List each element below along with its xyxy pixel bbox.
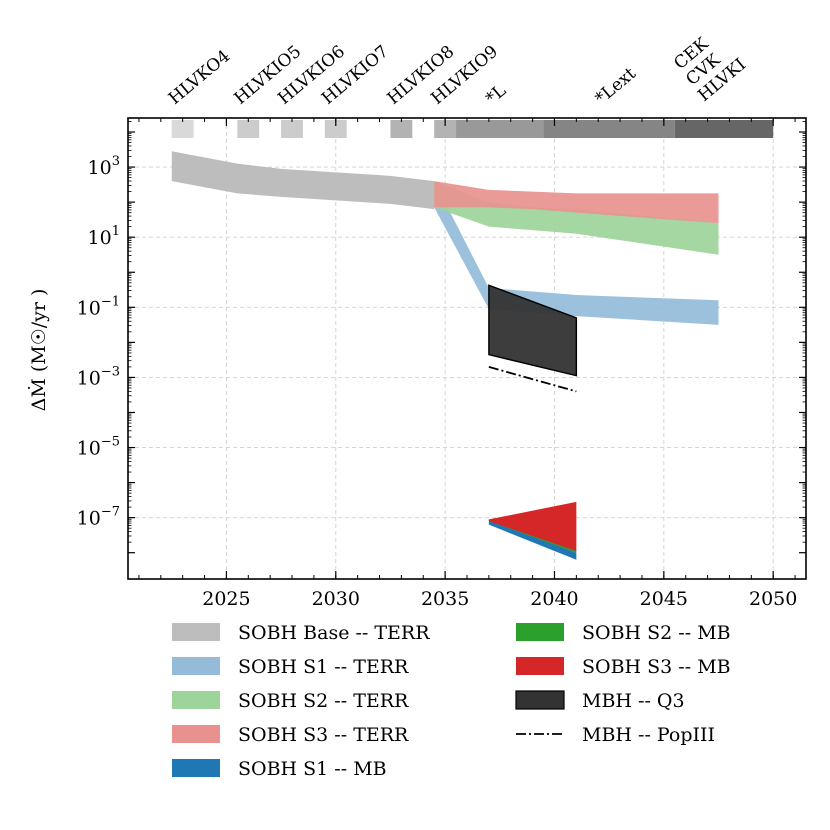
legend-swatch-sobh-s2-mb — [516, 623, 564, 641]
y-axis-label: ΔṀ (M☉/yr ) — [27, 289, 50, 412]
band-sobh-s3-mb — [488, 501, 577, 551]
band-sobh-base-terr — [171, 151, 435, 210]
legend-label-sobh-s1-terr: SOBH S1 -- TERR — [238, 656, 409, 678]
legend-label-sobh-s3-terr: SOBH S3 -- TERR — [238, 724, 409, 746]
band-sobh-s1-terr — [434, 181, 719, 325]
legend-swatch-sobh-s2-terr — [172, 691, 220, 709]
legend-label-mbh-q3: MBH -- Q3 — [582, 690, 685, 712]
legend-label-sobh-s1-mb: SOBH S1 -- MB — [238, 758, 387, 780]
legend-label-sobh-s2-mb: SOBH S2 -- MB — [582, 622, 731, 644]
legend-label-sobh-base-terr: SOBH Base -- TERR — [238, 622, 430, 644]
band-mbh-q3 — [488, 284, 578, 377]
detector-label: HLVKO4 — [165, 46, 234, 108]
timeline-bar — [674, 120, 774, 138]
legend-swatch-sobh-s1-mb — [172, 759, 220, 777]
detector-labels: HLVKO4HLVKIO5HLVKIO6HLVKIO7HLVKIO8HLVKIO… — [165, 34, 750, 109]
legend: SOBH Base -- TERR SOBH S1 -- TERR SOBH S2 … — [172, 622, 731, 780]
timeline-bar — [543, 120, 675, 138]
timeline-bar — [390, 120, 413, 138]
timeline-bar — [434, 120, 457, 138]
x-tick-label: 2050 — [749, 588, 797, 610]
y-tick-label: 10−5 — [77, 435, 120, 460]
band-sobh-s1-mb — [488, 519, 577, 560]
timeline-bar — [324, 120, 347, 138]
legend-label-mbh-popiii: MBH -- PopIII — [582, 724, 715, 746]
grid-lines — [128, 118, 806, 579]
legend-swatch-sobh-base-terr — [172, 623, 220, 641]
y-tick-label: 10−1 — [77, 294, 120, 319]
x-tick-label: 2030 — [312, 588, 360, 610]
y-tick-label: 103 — [88, 154, 120, 179]
detector-label: *Lext — [592, 64, 640, 109]
y-tick-label: 10−7 — [77, 505, 120, 530]
band-sobh-s3-terr — [434, 181, 719, 224]
detector-timeline — [171, 120, 774, 138]
timeline-bar — [237, 120, 260, 138]
x-tick-label: 2045 — [640, 588, 688, 610]
legend-swatch-sobh-s1-terr — [172, 657, 220, 675]
x-tick-label: 2035 — [421, 588, 469, 610]
x-tick-label: 2025 — [202, 588, 250, 610]
line-mbh-popiii — [488, 366, 577, 393]
timeline-bar — [281, 120, 303, 138]
series-layer — [171, 151, 719, 560]
timeline-bar — [171, 120, 194, 138]
y-tick-label: 10−3 — [77, 364, 120, 389]
x-tick-label: 2040 — [530, 588, 578, 610]
detector-label: *L — [482, 81, 510, 109]
legend-swatch-sobh-s3-terr — [172, 725, 220, 743]
timeline-bar — [456, 120, 544, 138]
band-sobh-s2-terr — [434, 181, 719, 255]
legend-label-sobh-s2-terr: SOBH S2 -- TERR — [238, 690, 409, 712]
axes: 2025 2030 2035 2040 2045 2050 103 101 10−1 10−3 10… — [77, 118, 806, 610]
y-tick-label: 101 — [88, 224, 120, 249]
legend-swatch-mbh-q3 — [515, 690, 565, 710]
legend-label-sobh-s3-mb: SOBH S3 -- MB — [582, 656, 731, 678]
legend-swatch-sobh-s3-mb — [516, 657, 564, 675]
